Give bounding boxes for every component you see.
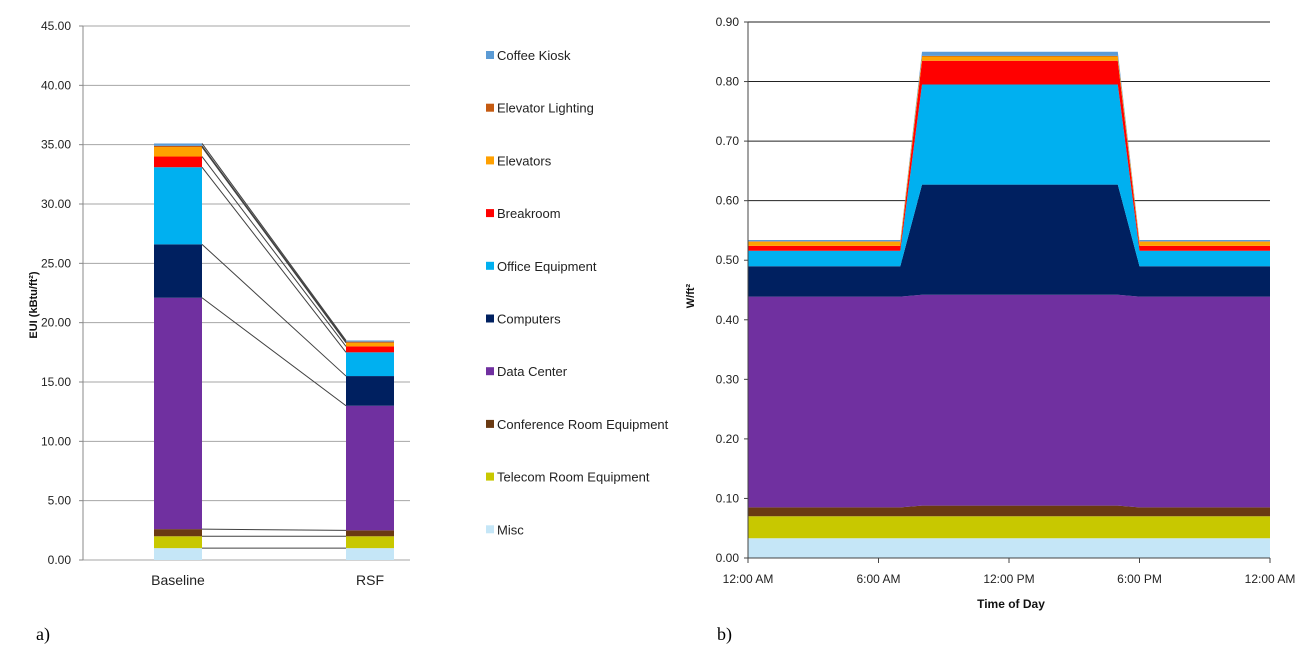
legend-swatch [486,367,494,376]
bar-segment [154,156,202,168]
bar-chart-y-tick-label: 10.00 [41,434,71,448]
bar-segment [346,376,394,406]
bar-chart-y-tick-label: 20.00 [41,316,71,330]
bar-segment [346,530,394,537]
bar-segment [346,342,394,347]
area-chart-x-axis-title: Time of Day [977,597,1045,611]
power-density-area-chart: 0.00 0.10 0.20 0.30 0.40 0.50 0.60 0.70 0.80 0.90… [685,15,1295,611]
connector-line [201,297,347,407]
bar-segment [154,548,202,560]
legend-label: Computers [497,312,561,327]
area-series [748,294,1270,508]
eui-stacked-bar-chart: 0.00 5.00 10.00 15.00 20.00 25.00 30.00 35.00 40… [28,19,669,588]
legend-label: Conference Room Equipment [497,417,669,432]
bar-segment [154,167,202,245]
legend-label: Telecom Room Equipment [497,470,650,485]
bar-chart-gridlines [83,25,410,561]
legend-label: Data Center [497,364,568,379]
connector-line [201,528,347,531]
bar-segment [346,346,394,353]
bar-segment [154,143,202,146]
bar-segment [346,405,394,531]
bar-segment [154,529,202,537]
legend-label: Office Equipment [497,259,597,274]
area-chart-y-tick-label: 0.20 [716,432,740,446]
bar-segment [154,536,202,549]
bar-chart-y-tick-label: 40.00 [41,78,71,92]
legend-swatch [486,103,494,112]
area-chart-y-tick-label: 0.30 [716,372,740,386]
legend-swatch [486,209,494,218]
bar-chart-y-tick-label: 30.00 [41,197,71,211]
area-chart-y-tick-label: 0.00 [716,551,740,565]
panel-label-b: b) [717,624,732,645]
bar-segment [154,244,202,298]
legend-swatch [486,314,494,323]
connector-line [201,145,347,342]
bar-segment [154,147,202,157]
bar-segment [346,536,394,549]
bar-chart-y-tick-label: 45.00 [41,19,71,33]
legend-label: Coffee Kiosk [497,48,571,63]
bar-chart-y-tick-label: 25.00 [41,256,71,270]
bar-segment [154,145,202,148]
area-chart-x-tick-label: 6:00 AM [856,572,900,586]
area-series [748,516,1270,539]
legend: Coffee Kiosk Elevator Lighting Elevators Br… [486,48,669,537]
legend-swatch [486,51,494,59]
bar-segment [154,297,202,530]
legend-label: Breakroom [497,206,561,221]
area-chart-x-tick-label: 6:00 PM [1117,572,1162,586]
area-chart-y-tick-label: 0.80 [716,75,740,89]
legend-swatch [486,156,494,165]
area-chart-areas [748,51,1270,558]
bar-segment [346,352,394,377]
bar-chart-axes: 0.00 5.00 10.00 15.00 20.00 25.00 30.00 35.00 40… [41,19,384,588]
area-series [748,505,1270,517]
area-chart-y-axis-title: W/ft² [685,283,697,308]
area-chart-axes: 0.00 0.10 0.20 0.30 0.40 0.50 0.60 0.70 0.80 0.90… [716,15,1296,586]
connector-line [201,146,347,344]
legend-swatch [486,472,494,481]
area-chart-x-tick-label: 12:00 AM [723,572,774,586]
bar-chart-y-axis-title: EUI (kBtu/ft²) [28,271,40,339]
area-chart-y-tick-label: 0.70 [716,134,740,148]
bar-chart-y-tick-label: 35.00 [41,138,71,152]
bar-segment [346,340,394,342]
area-chart-x-tick-label: 12:00 AM [1245,572,1296,586]
legend-label: Misc [497,522,524,537]
area-series [748,538,1270,558]
bar-chart-category-label: Baseline [151,572,205,588]
connector-line [201,143,347,341]
connector-line [201,166,347,353]
connector-line [201,243,347,377]
area-chart-y-tick-label: 0.10 [716,491,740,505]
legend-swatch [486,261,494,270]
area-chart-y-tick-label: 0.50 [716,253,740,267]
bar-chart-y-tick-label: 0.00 [48,553,72,567]
area-chart-y-tick-label: 0.60 [716,194,740,208]
area-chart-y-tick-label: 0.40 [716,313,740,327]
bar-chart-category-label: RSF [356,572,384,588]
bar-chart-bars [154,143,394,560]
legend-swatch [486,525,494,534]
area-chart-x-tick-label: 12:00 PM [983,572,1034,586]
panel-label-a: a) [36,624,50,645]
bar-segment [346,548,394,560]
area-series [748,184,1270,297]
bar-chart-y-tick-label: 5.00 [48,494,72,508]
legend-swatch [486,419,494,428]
bar-segment [346,341,394,343]
connector-line [201,156,347,347]
legend-label: Elevator Lighting [497,101,594,116]
legend-label: Elevators [497,153,552,168]
area-chart-y-tick-label: 0.90 [716,15,740,29]
bar-chart-y-tick-label: 15.00 [41,375,71,389]
bar-chart-connector-lines [201,143,347,549]
area-series [748,84,1270,267]
